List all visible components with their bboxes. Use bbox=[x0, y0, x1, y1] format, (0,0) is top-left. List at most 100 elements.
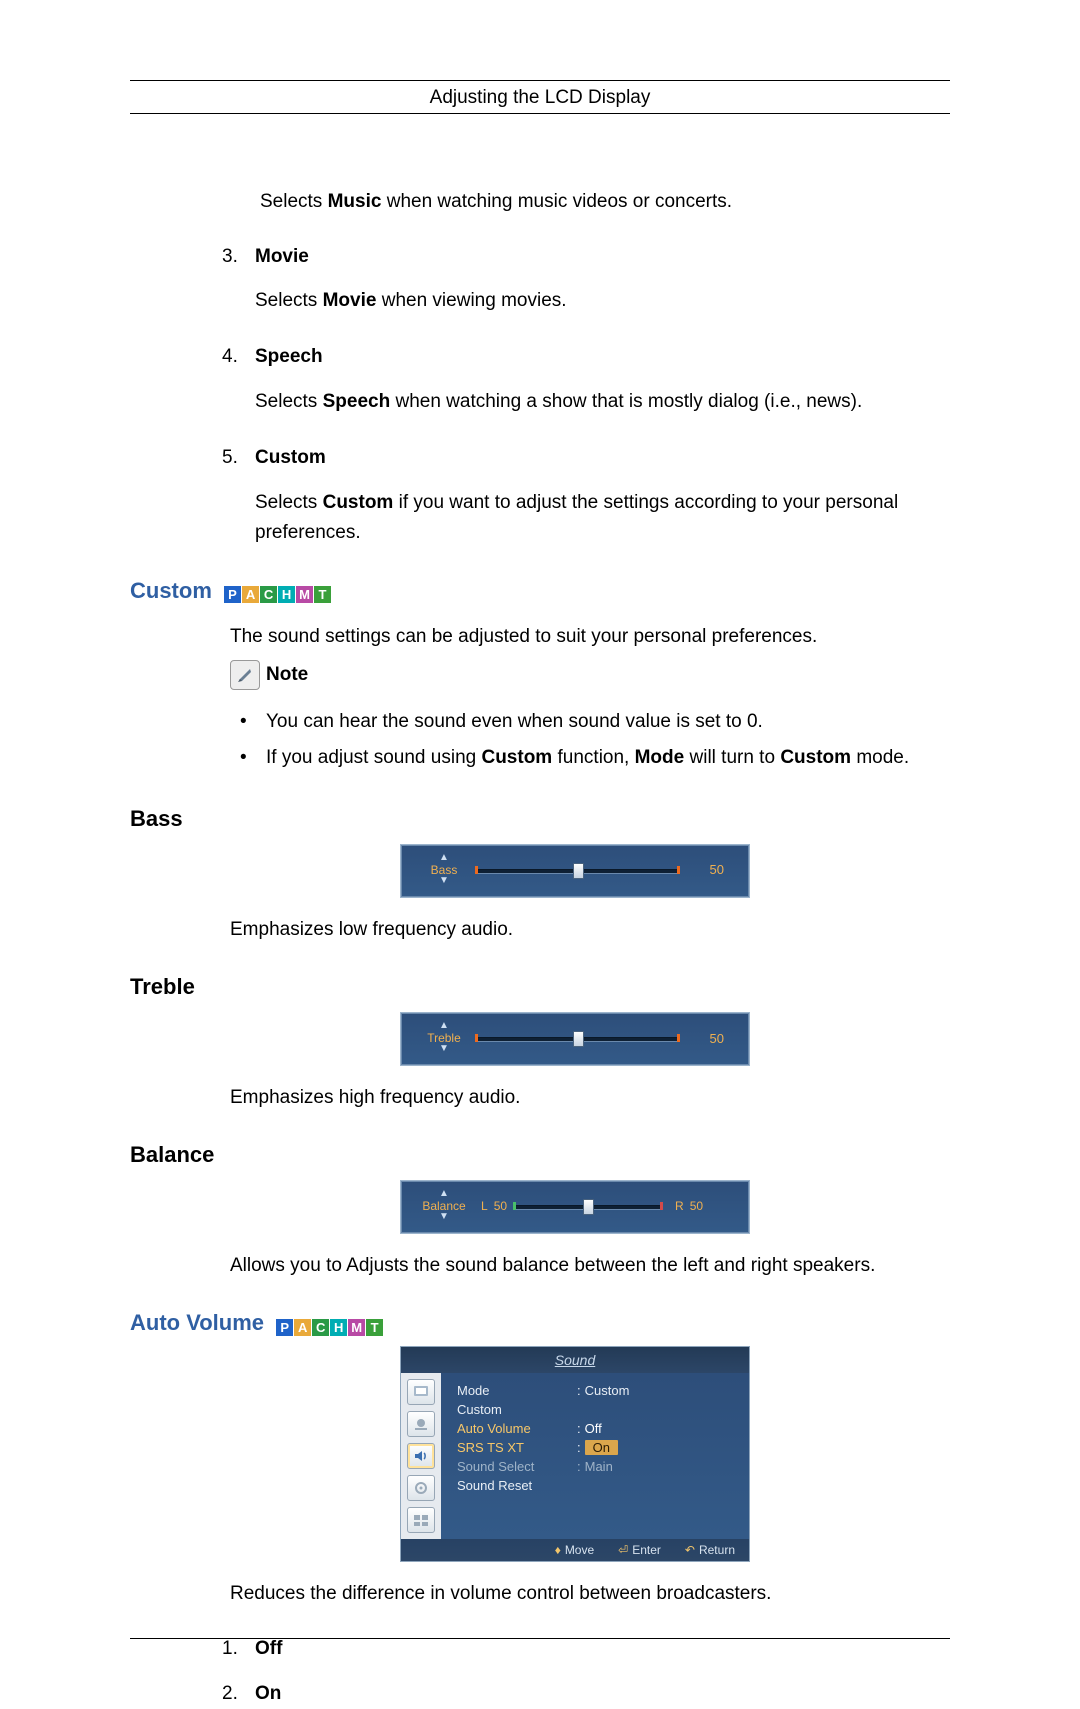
balance-track[interactable] bbox=[513, 1201, 663, 1211]
note-row: Note bbox=[230, 660, 950, 690]
list-desc: Selects Custom if you want to adjust the… bbox=[255, 488, 950, 549]
bass-heading: Bass bbox=[130, 806, 950, 832]
mode-item: 4.Speech Selects Speech when watching a … bbox=[222, 342, 950, 417]
list-desc: Selects Movie when viewing movies. bbox=[255, 286, 950, 316]
pachmt-badge: C bbox=[260, 586, 277, 603]
auto-volume-options: 1.Off 2.On bbox=[130, 1634, 950, 1709]
treble-slider-panel: ▲ Treble ▼ 50 bbox=[400, 1012, 950, 1066]
bass-track[interactable] bbox=[475, 865, 680, 875]
bass-value: 50 bbox=[698, 862, 724, 877]
balance-label-col: ▲ Balance ▼ bbox=[413, 1189, 475, 1223]
osd-icon-setup[interactable] bbox=[407, 1475, 435, 1501]
pachmt-badge: M bbox=[296, 586, 313, 603]
osd-screenshot: Sound Mode:CustomCustomAuto Volume:OffSR… bbox=[400, 1346, 950, 1562]
list-number: 4. bbox=[222, 342, 255, 372]
heading-text: Custom bbox=[130, 578, 212, 603]
osd-menu-value: Custom bbox=[585, 1383, 630, 1398]
osd-menu-key: Auto Volume bbox=[457, 1421, 577, 1436]
document-page: Adjusting the LCD Display Selects Music … bbox=[0, 80, 1080, 1709]
auto-volume-heading: Auto Volume PACHMT bbox=[130, 1310, 950, 1337]
balance-heading: Balance bbox=[130, 1142, 950, 1168]
pachmt-badge: T bbox=[366, 1319, 383, 1336]
balance-slider-panel: ▲ Balance ▼ L 50 R 50 bbox=[400, 1180, 950, 1234]
auto-volume-desc: Reduces the difference in volume control… bbox=[230, 1580, 950, 1609]
bass-desc: Emphasizes low frequency audio. bbox=[230, 916, 950, 945]
list-number: 3. bbox=[222, 242, 255, 272]
list-label: On bbox=[255, 1683, 281, 1704]
note-icon bbox=[230, 660, 260, 690]
treble-desc: Emphasizes high frequency audio. bbox=[230, 1084, 950, 1113]
osd-menu-value: Main bbox=[585, 1459, 613, 1474]
balance-right-readout: R 50 bbox=[669, 1199, 703, 1213]
osd-menu-key: Sound Select bbox=[457, 1459, 577, 1474]
intro-music-line: Selects Music when watching music videos… bbox=[260, 188, 950, 216]
treble-track[interactable] bbox=[475, 1033, 680, 1043]
mode-item: 5.Custom Selects Custom if you want to a… bbox=[222, 443, 950, 548]
text: when watching music videos or concerts. bbox=[381, 191, 732, 212]
osd-move-hint: ♦Move bbox=[555, 1543, 594, 1557]
pachmt-badges: PACHMT bbox=[224, 579, 332, 605]
list-desc: Selects Speech when watching a show that… bbox=[255, 387, 950, 417]
pachmt-badge: P bbox=[276, 1319, 293, 1336]
osd-menu: Mode:CustomCustomAuto Volume:OffSRS TS X… bbox=[441, 1373, 749, 1539]
pachmt-badge: P bbox=[224, 586, 241, 603]
arrow-down-icon: ▼ bbox=[413, 1044, 475, 1055]
list-item: 2.On bbox=[222, 1679, 950, 1709]
list-label: Off bbox=[255, 1638, 282, 1659]
pachmt-badge: A bbox=[294, 1319, 311, 1336]
osd-menu-row[interactable]: Sound Reset bbox=[457, 1476, 737, 1495]
osd-icon-input[interactable] bbox=[407, 1411, 435, 1437]
list-label: Speech bbox=[255, 346, 323, 367]
osd-title: Sound bbox=[401, 1347, 749, 1373]
pachmt-badge: T bbox=[314, 586, 331, 603]
osd-menu-row[interactable]: SRS TS XT:On bbox=[457, 1438, 737, 1457]
osd-menu-key: Mode bbox=[457, 1383, 577, 1398]
treble-value: 50 bbox=[698, 1031, 724, 1046]
mode-list: 3.Movie Selects Movie when viewing movie… bbox=[130, 242, 950, 549]
custom-intro: The sound settings can be adjusted to su… bbox=[230, 623, 950, 652]
pachmt-badge: H bbox=[278, 586, 295, 603]
osd-menu-value: On bbox=[585, 1440, 618, 1455]
osd-menu-row[interactable]: Custom bbox=[457, 1400, 737, 1419]
bass-slider-panel: ▲ Bass ▼ 50 bbox=[400, 844, 950, 898]
balance-left-readout: L 50 bbox=[475, 1199, 507, 1213]
pachmt-badge: H bbox=[330, 1319, 347, 1336]
bass-label-col: ▲ Bass ▼ bbox=[413, 853, 475, 887]
osd-menu-key: Sound Reset bbox=[457, 1478, 577, 1493]
osd-menu-row[interactable]: Auto Volume:Off bbox=[457, 1419, 737, 1438]
treble-heading: Treble bbox=[130, 974, 950, 1000]
pachmt-badge: M bbox=[348, 1319, 365, 1336]
pachmt-badges: PACHMT bbox=[276, 1312, 384, 1338]
text: Selects bbox=[260, 191, 328, 212]
osd-enter-hint: ⏎Enter bbox=[618, 1543, 661, 1557]
osd-icon-multi[interactable] bbox=[407, 1507, 435, 1533]
page-header-title: Adjusting the LCD Display bbox=[130, 81, 950, 113]
osd-return-hint: ↶Return bbox=[685, 1543, 735, 1557]
heading-text: Auto Volume bbox=[130, 1310, 264, 1335]
arrow-down-icon: ▼ bbox=[413, 876, 475, 887]
pachmt-badge: A bbox=[242, 586, 259, 603]
arrow-down-icon: ▼ bbox=[413, 1212, 475, 1223]
bullet-item: • If you adjust sound using Custom funct… bbox=[240, 740, 950, 776]
pachmt-badge: C bbox=[312, 1319, 329, 1336]
custom-bullets: •You can hear the sound even when sound … bbox=[240, 704, 950, 776]
osd-menu-key: Custom bbox=[457, 1402, 577, 1417]
list-label: Movie bbox=[255, 246, 309, 267]
note-label: Note bbox=[266, 664, 308, 686]
bullet-item: •You can hear the sound even when sound … bbox=[240, 704, 950, 740]
osd-footer: ♦Move ⏎Enter ↶Return bbox=[401, 1539, 749, 1561]
list-number: 2. bbox=[222, 1679, 255, 1709]
osd-menu-row[interactable]: Sound Select:Main bbox=[457, 1457, 737, 1476]
custom-heading: Custom PACHMT bbox=[130, 578, 950, 605]
osd-icon-rail bbox=[401, 1373, 441, 1539]
list-number: 5. bbox=[222, 443, 255, 473]
treble-label-col: ▲ Treble ▼ bbox=[413, 1021, 475, 1055]
balance-desc: Allows you to Adjusts the sound balance … bbox=[230, 1252, 950, 1281]
osd-menu-row[interactable]: Mode:Custom bbox=[457, 1381, 737, 1400]
osd-menu-value: Off bbox=[585, 1421, 602, 1436]
mode-item: 3.Movie Selects Movie when viewing movie… bbox=[222, 242, 950, 317]
text-bold: Music bbox=[328, 191, 382, 212]
osd-icon-picture[interactable] bbox=[407, 1379, 435, 1405]
footer-rule bbox=[130, 1638, 950, 1639]
osd-icon-sound[interactable] bbox=[407, 1443, 435, 1469]
